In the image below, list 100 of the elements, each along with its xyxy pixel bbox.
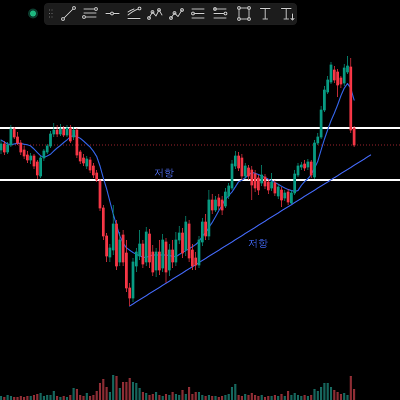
bar	[6, 395, 9, 400]
candlestick	[142, 240, 144, 268]
bar	[254, 395, 256, 400]
candlestick	[270, 172, 273, 192]
bar	[168, 395, 170, 400]
bar	[234, 384, 236, 400]
bar	[230, 387, 234, 400]
candlestick	[72, 126, 75, 140]
bar	[86, 393, 88, 400]
candlestick	[118, 232, 122, 266]
bar	[218, 397, 220, 400]
bar	[32, 395, 36, 400]
candlestick	[184, 216, 188, 256]
bar	[240, 396, 243, 400]
bar	[214, 396, 217, 400]
bar	[40, 393, 42, 400]
candlestick	[66, 124, 68, 138]
bar	[294, 393, 296, 400]
bar	[82, 396, 85, 400]
bar	[224, 395, 226, 400]
candlestick	[82, 154, 85, 166]
bar	[277, 396, 280, 400]
bar	[313, 389, 316, 400]
bar	[115, 376, 118, 400]
bar	[145, 393, 148, 400]
bar	[3, 397, 6, 400]
bar	[211, 396, 214, 400]
bar	[300, 396, 302, 400]
bar	[135, 383, 138, 400]
bar	[10, 396, 12, 400]
bar	[201, 395, 204, 400]
bar	[336, 392, 339, 400]
candlestick	[214, 196, 217, 212]
bar	[23, 397, 26, 400]
bar	[306, 396, 309, 400]
candlestick	[244, 162, 247, 180]
candlestick	[144, 226, 148, 266]
bar	[264, 397, 266, 400]
bar	[152, 394, 154, 400]
bar	[267, 396, 270, 400]
candlestick	[62, 126, 66, 138]
bar	[280, 394, 283, 400]
bar	[178, 395, 180, 400]
bar	[30, 396, 32, 400]
bar	[260, 395, 263, 400]
bar	[350, 376, 352, 400]
candlestick	[210, 194, 214, 214]
candlestick	[336, 68, 339, 98]
bar	[238, 395, 240, 400]
candlestick	[280, 186, 283, 208]
bar	[158, 395, 160, 400]
candlestick	[310, 160, 313, 178]
bar	[304, 395, 306, 400]
candlestick	[161, 234, 164, 272]
bar	[296, 395, 300, 400]
candlestick	[2, 140, 6, 156]
candlestick	[286, 188, 290, 206]
bar	[0, 396, 2, 400]
bar	[26, 396, 28, 400]
bar	[316, 391, 319, 400]
candlestick	[306, 158, 310, 170]
candlestick	[115, 220, 118, 270]
bar	[132, 382, 134, 400]
candlestick	[240, 154, 244, 180]
bar	[59, 397, 62, 400]
bar	[118, 388, 121, 400]
bar	[290, 395, 292, 400]
bar	[155, 392, 158, 400]
candlestick	[260, 164, 264, 186]
bar	[16, 397, 19, 400]
bar	[257, 396, 260, 400]
bar	[250, 393, 253, 400]
bar	[36, 394, 38, 400]
bar	[274, 395, 276, 400]
bar	[162, 396, 164, 400]
bar	[284, 396, 286, 400]
candlestick	[29, 152, 32, 164]
bar	[42, 396, 45, 400]
candlestick	[283, 190, 286, 202]
bar	[128, 378, 131, 400]
bar	[184, 394, 187, 400]
candlestick	[204, 214, 207, 240]
bar	[112, 375, 114, 400]
bar	[62, 396, 65, 400]
bar	[310, 395, 312, 400]
bar	[56, 396, 58, 400]
bar	[330, 387, 332, 400]
bar	[66, 397, 68, 400]
bar	[92, 395, 94, 400]
candlestick	[85, 156, 88, 170]
bar	[13, 397, 16, 400]
bar	[46, 395, 48, 400]
bar	[221, 396, 224, 400]
bar	[208, 395, 210, 400]
candlestick	[208, 190, 210, 240]
bar	[270, 396, 273, 400]
candlestick	[59, 124, 62, 136]
bar	[343, 393, 346, 400]
bar	[102, 379, 104, 400]
candlestick	[68, 124, 72, 144]
